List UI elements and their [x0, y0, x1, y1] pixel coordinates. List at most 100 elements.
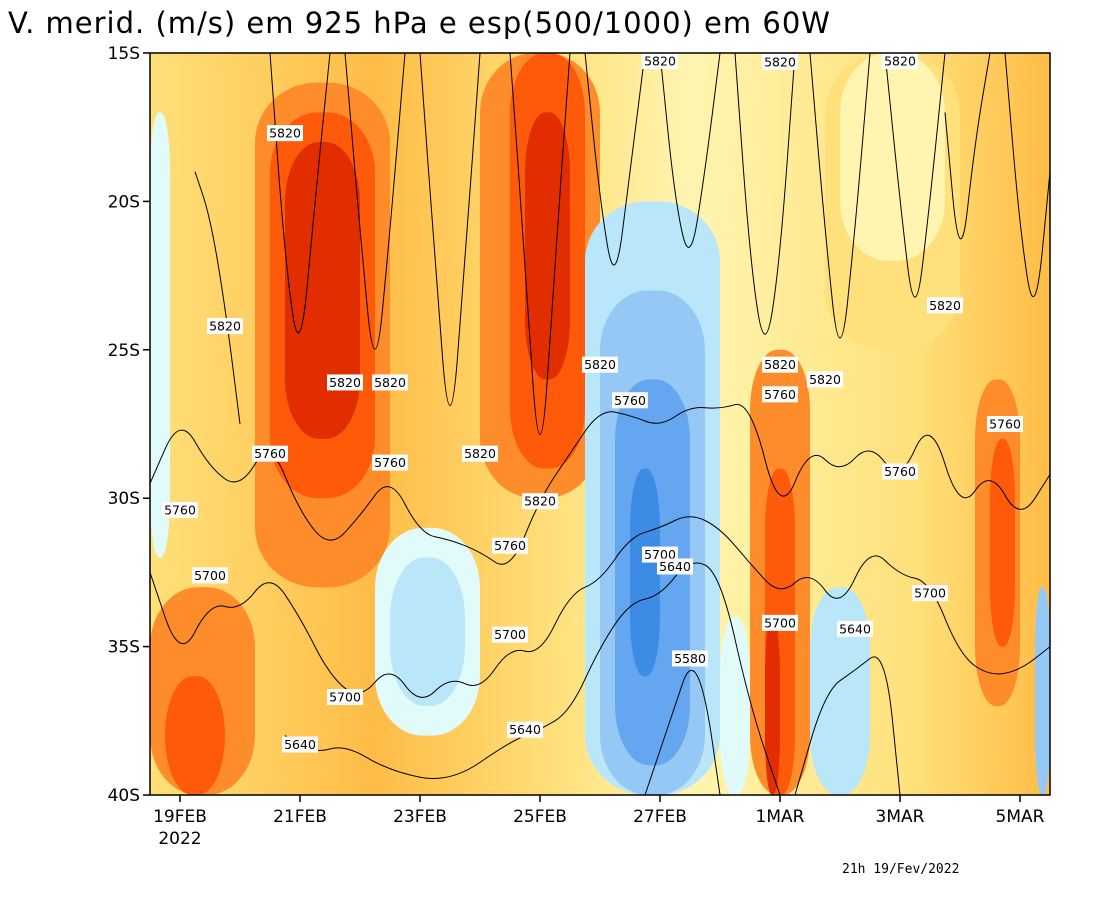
thickness-contours — [150, 53, 1050, 795]
wind-cell — [720, 616, 750, 795]
contour-label-text: 5820 — [884, 54, 916, 69]
y-tick-label: 35S — [108, 638, 140, 658]
contour-label: 5580 — [672, 650, 708, 667]
contour-5820 — [734, 53, 796, 335]
x-tick-label: 1MAR — [756, 807, 805, 827]
contour-label: 5760 — [987, 416, 1023, 432]
contour-label: 5820 — [372, 374, 408, 391]
contour-label-text: 5820 — [269, 126, 301, 141]
wind-cell — [630, 468, 660, 677]
contour-label-text: 5700 — [764, 615, 796, 630]
contour-label-text: 5640 — [839, 621, 871, 636]
contour-5820 — [584, 53, 646, 266]
y-tick-label: 15S — [108, 44, 140, 64]
contour-label-text: 5820 — [809, 372, 841, 387]
contour-5820 — [884, 53, 946, 298]
y-tick-label: 25S — [108, 341, 140, 361]
wind-cell — [525, 112, 570, 380]
contour-label-text: 5640 — [284, 737, 316, 752]
x-tick-label: 23FEB — [393, 807, 447, 827]
contour-label: 5820 — [582, 356, 618, 373]
contour-label-text: 5760 — [614, 393, 646, 408]
contour-label: 5760 — [252, 445, 288, 462]
contour-label: 5820 — [522, 493, 558, 510]
contour-label: 5820 — [327, 374, 363, 391]
plot-frame — [149, 52, 1051, 796]
contour-label: 5820 — [762, 53, 798, 70]
contour-label-text: 5760 — [254, 446, 286, 461]
contour-label-text: 5760 — [164, 503, 196, 518]
contour-5820 — [944, 53, 991, 240]
x-tick-sublabel: 2022 — [158, 829, 201, 849]
contour-label: 5640 — [657, 558, 693, 575]
contour-label-text: 5640 — [659, 559, 691, 574]
contour-label-text: 5820 — [329, 375, 361, 390]
contour-label-text: 5820 — [209, 319, 241, 334]
y-tick-label: 30S — [108, 489, 140, 509]
contour-label: 5820 — [642, 53, 678, 69]
x-tick-label: 27FEB — [633, 807, 687, 827]
x-tick-label: 19FEB — [153, 807, 207, 827]
contour-label: 5640 — [837, 620, 873, 637]
contour-label-text: 5760 — [989, 417, 1021, 432]
contour-5700 — [150, 516, 1050, 698]
contour-label-text: 5700 — [329, 690, 361, 705]
contour-label: 5760 — [762, 386, 798, 403]
contour-label-text: 5700 — [494, 627, 526, 642]
wind-cell — [285, 142, 360, 439]
wind-cell — [810, 587, 870, 795]
timestamp: 21h 19/Fev/2022 — [842, 862, 960, 877]
x-tick-label: 25FEB — [513, 807, 567, 827]
contour-5820 — [344, 53, 406, 350]
contour-label-text: 5640 — [509, 722, 541, 737]
contour-label: 5820 — [207, 318, 243, 335]
contour-label-text: 5820 — [524, 494, 556, 509]
contour-label: 5700 — [912, 585, 948, 602]
contour-5820 — [419, 53, 481, 406]
contour-label-text: 5820 — [764, 357, 796, 372]
contour-label: 5820 — [762, 356, 798, 373]
contour-5820 — [509, 53, 571, 435]
contour-labels: 5820 5820 5820 5820 5820 5820 5820 5820 5820 5820… — [162, 53, 1023, 753]
x-tick-label: 5MAR — [996, 807, 1045, 827]
wind-cell — [150, 112, 170, 558]
contour-label-text: 5820 — [374, 375, 406, 390]
wind-cell — [840, 53, 945, 261]
contour-label: 5640 — [282, 736, 318, 753]
contour-label: 5760 — [372, 454, 408, 471]
contour-label: 5760 — [492, 537, 528, 554]
contour-label: 5760 — [612, 392, 648, 409]
contour-label-text: 5820 — [929, 298, 961, 313]
contour-5640 — [284, 562, 781, 795]
contour-label-text: 5580 — [674, 651, 706, 666]
wind-cell — [765, 616, 780, 795]
wind-cell — [1035, 587, 1050, 795]
x-tick-label: 3MAR — [876, 807, 925, 827]
contour-5820 — [269, 53, 331, 334]
contour-label: 5820 — [927, 297, 963, 314]
contour-label-text: 5820 — [644, 54, 676, 69]
contour-label-text: 5700 — [194, 568, 226, 583]
contour-label: 5820 — [807, 371, 843, 388]
wind-cell — [390, 557, 465, 706]
contour-5820 — [1004, 53, 1050, 298]
contour-label-text: 5760 — [494, 538, 526, 553]
contour-5820 — [659, 53, 721, 248]
x-tick-label: 21FEB — [273, 807, 327, 827]
contour-label-text: 5820 — [464, 446, 496, 461]
contour-5640 — [794, 656, 901, 795]
contour-5580 — [644, 669, 721, 795]
wind-shading — [150, 53, 1050, 795]
contour-label-text: 5820 — [584, 357, 616, 372]
contour-label-text: 5760 — [374, 455, 406, 470]
contour-label-text: 5700 — [644, 547, 676, 562]
y-tick-label: 40S — [108, 786, 140, 806]
contour-label: 5820 — [882, 53, 918, 69]
contour-label: 5820 — [267, 125, 303, 142]
chart-title: V. merid. (m/s) em 925 hPa e esp(500/100… — [8, 6, 831, 40]
contour-label-text: 5760 — [764, 387, 796, 402]
wind-cell — [165, 676, 225, 795]
contour-label: 5760 — [882, 463, 918, 480]
wind-cell — [990, 438, 1015, 647]
